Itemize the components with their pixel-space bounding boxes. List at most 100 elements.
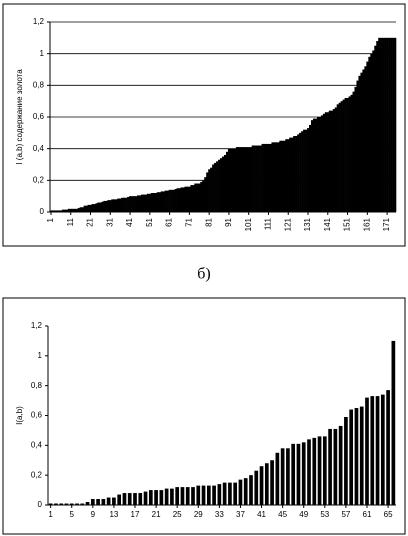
bar <box>99 202 102 212</box>
bar <box>73 208 77 212</box>
bar <box>185 487 190 505</box>
bar <box>370 396 375 505</box>
bar <box>75 208 78 212</box>
bar <box>48 503 53 505</box>
bar <box>296 443 301 505</box>
bar <box>79 207 82 212</box>
bar <box>217 484 222 505</box>
bar <box>227 148 231 212</box>
x-tick-label: 31 <box>105 217 114 226</box>
bar <box>158 192 162 212</box>
bar <box>133 493 137 505</box>
bar <box>223 155 227 212</box>
bar <box>113 199 116 212</box>
bar <box>350 94 353 212</box>
bar <box>344 416 348 505</box>
bar <box>334 107 337 212</box>
x-tick-label: 131 <box>303 217 312 231</box>
bar <box>164 488 169 505</box>
bar <box>142 194 146 212</box>
bar <box>293 136 296 212</box>
x-tick-label: 111 <box>264 217 273 230</box>
bar <box>368 56 371 213</box>
bar <box>131 196 134 212</box>
bar <box>204 177 207 212</box>
bar <box>152 193 156 212</box>
bar <box>168 189 171 212</box>
bar <box>388 37 391 213</box>
bar <box>283 140 286 212</box>
bar <box>338 425 343 505</box>
bar <box>83 205 86 212</box>
bar <box>115 199 118 212</box>
bar <box>172 189 175 212</box>
bar <box>291 443 296 505</box>
bar <box>255 145 258 212</box>
x-tick-label: 121 <box>283 217 292 231</box>
bar <box>247 147 250 212</box>
x-tick-label: 21 <box>86 217 95 226</box>
bar <box>239 147 243 212</box>
bar <box>349 409 354 505</box>
bar <box>394 37 397 213</box>
bar <box>228 482 232 505</box>
bar <box>202 180 205 212</box>
bar <box>97 202 100 212</box>
bar <box>280 448 285 505</box>
bar <box>121 197 124 212</box>
bar <box>297 134 300 212</box>
bar <box>322 436 327 505</box>
bar <box>317 436 322 505</box>
x-tick-label: 13 <box>109 510 118 519</box>
bar <box>275 452 280 505</box>
bar <box>235 147 239 212</box>
bar <box>271 142 274 212</box>
y-tick-label: 0,6 <box>31 411 43 420</box>
bar <box>316 117 320 212</box>
bar <box>326 112 330 212</box>
bar <box>330 110 334 212</box>
bar <box>233 482 238 505</box>
x-tick-label: 71 <box>184 217 193 226</box>
bar <box>259 466 264 505</box>
bar <box>312 118 316 212</box>
bar <box>160 191 163 212</box>
bar <box>328 428 332 505</box>
bar <box>119 198 122 212</box>
bar <box>249 147 252 212</box>
bar <box>117 494 122 505</box>
bar <box>192 185 195 212</box>
bar <box>307 128 310 212</box>
bar <box>332 109 336 212</box>
bar <box>352 91 355 212</box>
bar <box>303 129 306 212</box>
bar <box>322 113 326 212</box>
bar <box>263 143 266 212</box>
bar <box>362 69 365 212</box>
bar <box>206 485 211 505</box>
y-axis-label: I(a,b) <box>15 406 24 425</box>
bar <box>245 147 249 212</box>
bar <box>54 503 58 505</box>
x-tick-label: 11 <box>66 217 75 226</box>
bar <box>386 390 390 505</box>
bar <box>122 493 127 505</box>
x-tick-label: 37 <box>236 510 245 519</box>
bar <box>150 193 154 212</box>
bar <box>269 143 272 212</box>
bar <box>75 503 79 505</box>
bar <box>281 140 284 212</box>
x-tick-label: 61 <box>363 510 372 519</box>
bar <box>336 104 339 212</box>
bar <box>346 98 349 212</box>
bar <box>188 186 191 212</box>
bar <box>279 140 282 212</box>
bar <box>305 129 308 212</box>
bar <box>138 493 143 505</box>
bar <box>148 193 152 212</box>
bar <box>106 497 111 505</box>
x-tick-label: 101 <box>244 217 253 231</box>
bar <box>111 199 114 212</box>
y-tick-label: 0 <box>40 207 45 216</box>
bar <box>55 210 59 212</box>
